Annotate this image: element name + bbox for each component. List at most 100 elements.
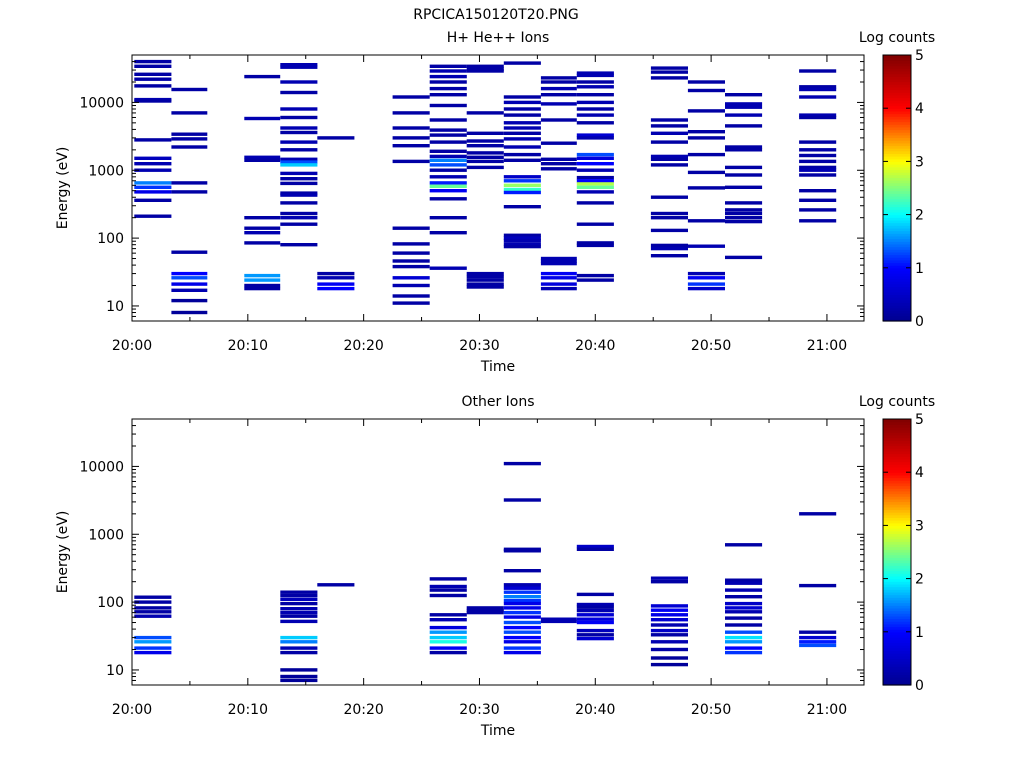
colorbar-swatch xyxy=(883,490,911,495)
x-ticks: 20:00 20:10 20:20 20:30 20:40 20:50 21:00 xyxy=(112,55,847,354)
heatmap-cell xyxy=(503,100,541,105)
colorbar-swatch xyxy=(883,291,911,295)
colorbar-swatch xyxy=(883,434,911,439)
heatmap-cell xyxy=(466,608,504,613)
heatmap-cell xyxy=(687,152,725,157)
colorbar-swatch xyxy=(883,100,911,104)
colorbar-swatch xyxy=(883,650,911,654)
heatmap-cell xyxy=(429,231,467,235)
heatmap-cell xyxy=(650,118,688,122)
heatmap-cell xyxy=(503,620,541,625)
y-tick-label: 10 xyxy=(106,663,124,679)
heatmap-cell xyxy=(280,130,318,135)
heatmap-cell xyxy=(503,158,541,162)
x-tick-label: 20:00 xyxy=(112,338,152,354)
heatmap-cell xyxy=(134,138,172,142)
heatmap-cell xyxy=(171,276,208,280)
colorbar-swatch xyxy=(883,217,911,221)
heatmap-cell xyxy=(392,259,430,263)
heatmap-cell xyxy=(576,156,614,160)
colorbar-swatch xyxy=(883,477,911,481)
colorbar-swatch xyxy=(883,190,911,194)
colorbar-swatch xyxy=(883,567,911,572)
heatmap-cell xyxy=(171,288,208,292)
colorbar-swatch xyxy=(883,565,911,569)
colorbar-swatch xyxy=(883,666,911,670)
heatmap-cell xyxy=(650,66,688,70)
heatmap-cell xyxy=(392,159,430,164)
colorbar-swatch xyxy=(883,615,911,620)
heatmap-cell xyxy=(280,597,318,601)
heatmap-cell xyxy=(466,285,504,289)
x-tick-label: 20:40 xyxy=(575,338,615,354)
heatmap-cell xyxy=(429,618,467,622)
heatmap-cell xyxy=(725,646,763,650)
heatmap-cell xyxy=(799,198,837,202)
colorbar-swatch xyxy=(883,629,911,633)
heatmap-cell xyxy=(244,155,281,159)
heatmap-cell xyxy=(799,168,837,172)
heatmap-cell xyxy=(725,211,763,216)
heatmap-cell xyxy=(576,544,614,549)
colorbar-swatch xyxy=(883,607,911,612)
heatmap-cell xyxy=(503,586,541,590)
heatmap-cell xyxy=(576,182,614,186)
colorbar-tick-label: 0 xyxy=(915,678,924,694)
heatmap-cell xyxy=(134,650,172,655)
colorbar-swatch xyxy=(883,645,911,649)
heatmap-cell xyxy=(799,148,837,152)
heatmap-cell xyxy=(171,310,208,315)
heatmap-cell xyxy=(134,59,172,64)
heatmap-cell xyxy=(503,121,541,125)
heatmap-cell xyxy=(725,219,763,224)
heatmap-cell xyxy=(134,72,172,76)
colorbar-swatch xyxy=(883,134,911,139)
colorbar-swatch xyxy=(883,679,911,683)
colorbar-swatch xyxy=(883,538,911,542)
heatmap-cell xyxy=(503,242,541,246)
colorbar-swatch xyxy=(883,530,911,534)
heatmap-cell xyxy=(466,165,504,170)
colorbar-swatch xyxy=(883,235,911,240)
colorbar-swatch xyxy=(883,283,911,288)
heatmap-cell xyxy=(687,130,725,134)
heatmap-cell xyxy=(687,80,725,84)
colorbar-swatch xyxy=(883,318,911,322)
colorbar-swatch xyxy=(883,573,911,577)
heatmap-cell xyxy=(280,163,318,167)
colorbar-swatch xyxy=(883,663,911,667)
heatmap-cell xyxy=(540,276,577,280)
colorbar-swatch xyxy=(883,594,911,598)
heatmap-cell xyxy=(576,107,614,111)
heatmap-cell xyxy=(280,80,318,84)
heatmap-cell xyxy=(466,155,504,159)
heatmap-cell xyxy=(392,283,430,288)
heatmap-cell xyxy=(503,137,541,141)
heatmap-cell xyxy=(503,61,541,65)
y-tick-label: 10000 xyxy=(79,459,124,475)
heatmap-cell xyxy=(799,69,837,73)
colorbar-swatch xyxy=(883,597,911,601)
heatmap-cell xyxy=(429,625,467,630)
colorbar-tick-label: 3 xyxy=(915,154,924,170)
heatmap-cell xyxy=(576,113,614,117)
heatmap-cell xyxy=(576,201,614,205)
colorbar-swatch xyxy=(883,132,911,136)
heatmap-cell xyxy=(725,208,763,212)
heatmap-cell xyxy=(466,69,504,73)
colorbar-swatch xyxy=(883,254,911,258)
heatmap-cell xyxy=(650,628,688,633)
colorbar-swatch xyxy=(883,631,911,636)
heatmap-cell xyxy=(650,604,688,608)
colorbar-tick-label: 1 xyxy=(915,261,924,277)
colorbar-swatch xyxy=(883,458,911,463)
heatmap-cell xyxy=(392,111,430,115)
heatmap-cell xyxy=(429,184,467,188)
colorbar-swatch xyxy=(883,158,911,162)
heatmap-cell xyxy=(280,177,318,181)
heatmap-cell xyxy=(392,251,430,255)
heatmap-cell xyxy=(280,668,318,672)
heatmap-cell xyxy=(429,163,467,167)
